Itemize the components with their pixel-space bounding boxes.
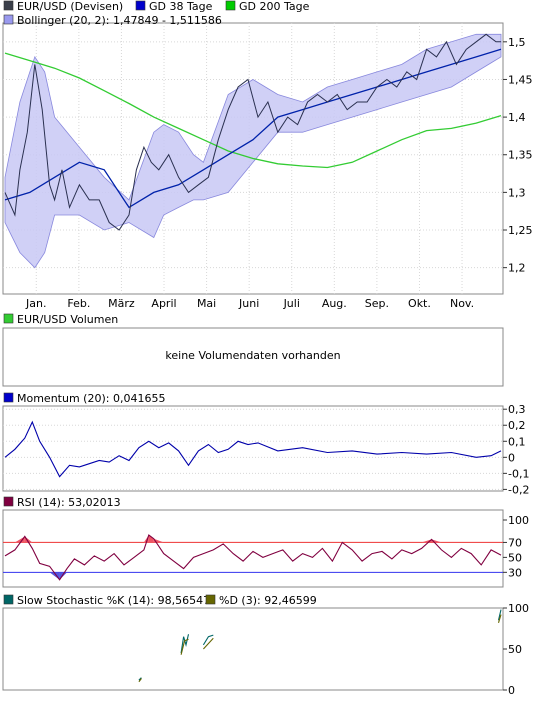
price-plot-frame xyxy=(2,22,504,295)
stochastic-legend-label-d-3-92-46599: %D (3): 92,46599 xyxy=(219,594,317,607)
series-slow-stochastic-k-14-segment-2 xyxy=(202,634,214,646)
rsi-y-tick-label-1: 70 xyxy=(508,536,522,549)
momentum-y-tick-label-5: -0,2 xyxy=(508,483,529,496)
price-x-tick-label-juni: Juni xyxy=(238,297,259,310)
volume-legend: EUR/USD Volumen xyxy=(3,313,118,326)
rsi-overbought-fill-2 xyxy=(24,536,33,543)
price-series xyxy=(4,33,502,231)
price-x-tick-label-sep: Sep. xyxy=(365,297,389,310)
series-d-3-segment-3 xyxy=(497,614,502,623)
price-x-tick-label-juli: Juli xyxy=(283,297,300,310)
series-momentum xyxy=(4,420,502,478)
price-y-tick-label-2: 1,4 xyxy=(508,111,526,124)
momentum-grid xyxy=(3,408,503,490)
stochastic-plot-frame xyxy=(2,607,504,691)
momentum-y-tick-label-3: 0 xyxy=(508,451,515,464)
stochastic-y-tick-label-0: 100 xyxy=(508,602,529,615)
series-slow-stochastic-k-14-segment-3 xyxy=(497,609,502,621)
price-bollinger-band xyxy=(4,33,502,269)
rsi-overbought-fill-16 xyxy=(148,534,154,543)
rsi-plot-frame xyxy=(2,509,504,588)
momentum-y-tick-label-2: 0,1 xyxy=(508,435,526,448)
series-slow-stochastic-k-14-segment-0 xyxy=(138,677,142,681)
volume-legend-label-eur-usd-volumen: EUR/USD Volumen xyxy=(17,313,118,326)
rsi-series xyxy=(4,534,502,581)
stochastic-y-tick-label-1: 50 xyxy=(508,643,522,656)
momentum-legend-label-momentum-20-0-041655: Momentum (20): 0,041655 xyxy=(17,392,165,405)
momentum-y-tick-label-4: -0,1 xyxy=(508,467,529,480)
price-y-tick-label-1: 1,45 xyxy=(508,73,533,86)
rsi-reference-lines xyxy=(3,541,503,573)
rsi-legend-swatch-rsi-14-53-02013 xyxy=(3,496,14,507)
momentum-y-ticks: 0,3 0,2 0,1 0 -0,1 -0,2 xyxy=(503,403,529,496)
series-d-3-segment-2 xyxy=(202,637,214,650)
price-legend-label-eur-usd-devisen: EUR/USD (Devisen) xyxy=(17,0,123,13)
price-legend-swatch-gd-38-tage xyxy=(135,0,146,11)
price-y-tick-label-3: 1,35 xyxy=(508,149,533,162)
momentum-plot-frame xyxy=(2,405,504,492)
stochastic-y-ticks: 100 50 0 xyxy=(503,602,529,697)
price-legend-label-bollinger-20-2-1-47849-1-511586: Bollinger (20, 2): 1,47849 - 1,511586 xyxy=(17,14,222,27)
momentum-series xyxy=(4,420,502,478)
price-x-tick-label-nov: Nov. xyxy=(450,297,474,310)
price-y-ticks: 1,5 1,45 1,4 1,35 1,3 1,25 1,2 xyxy=(503,36,533,275)
price-legend-swatch-bollinger-20-2-1-47849-1-511586 xyxy=(3,14,14,25)
rsi-y-tick-label-2: 50 xyxy=(508,551,522,564)
rsi-oversold-fill-5 xyxy=(49,572,60,580)
price-y-tick-label-4: 1,3 xyxy=(508,186,526,199)
stochastic-panel: 100 50 0 Slow Stochastic %K (14): 98,56547… xyxy=(2,594,529,697)
price-x-tick-label-okt: Okt. xyxy=(408,297,431,310)
price-y-tick-label-0: 1,5 xyxy=(508,36,526,49)
price-legend: EUR/USD (Devisen) GD 38 Tage GD 200 Tage Bo… xyxy=(3,0,310,27)
price-legend-swatch-gd-200-tage xyxy=(225,0,236,11)
stochastic-legend: Slow Stochastic %K (14): 98,56547 %D (3):… xyxy=(3,594,317,607)
stochastic-y-tick-label-2: 0 xyxy=(508,684,515,697)
rsi-y-tick-label-3: 30 xyxy=(508,566,522,579)
stochastic-legend-swatch-d-3-92-46599 xyxy=(205,594,216,605)
rsi-y-ticks: 100 70 50 30 xyxy=(503,514,529,579)
series-d-3-segment-0 xyxy=(138,678,142,683)
stochastic-series xyxy=(138,609,502,683)
price-x-tick-label-aug: Aug. xyxy=(322,297,347,310)
rsi-y-tick-label-0: 100 xyxy=(508,514,529,527)
price-y-tick-label-6: 1,2 xyxy=(508,262,526,275)
rsi-legend: RSI (14): 53,02013 xyxy=(3,496,121,509)
volume-plot-frame xyxy=(2,327,504,387)
series-rsi xyxy=(4,534,502,581)
series-d-3-segment-1 xyxy=(180,638,189,655)
rsi-panel: 100 70 50 30 RSI (14): 53,02013 xyxy=(2,496,529,588)
price-panel: 1,5 1,45 1,4 1,35 1,3 1,25 1,2 Jan. Feb. März Apr… xyxy=(2,0,533,310)
volume-panel: EUR/USD Volumen keine Volumendaten vorha… xyxy=(2,313,504,387)
price-legend-swatch-eur-usd-devisen xyxy=(3,0,14,11)
bollinger-band xyxy=(4,33,502,269)
momentum-y-tick-label-1: 0,2 xyxy=(508,419,526,432)
price-x-tick-label-m-rz: März xyxy=(108,297,135,310)
price-legend-label-gd-38-tage: GD 38 Tage xyxy=(149,0,213,13)
momentum-panel: 0,3 0,2 0,1 0 -0,1 -0,2 Momentum (20): 0,0416… xyxy=(2,392,529,496)
price-x-tick-label-feb: Feb. xyxy=(67,297,90,310)
rsi-overbought-fill-15 xyxy=(143,534,149,543)
series-gd-200-tage xyxy=(4,52,502,169)
stochastic-legend-label-slow-stochastic-k-14-98-56547: Slow Stochastic %K (14): 98,56547 xyxy=(17,594,210,607)
series-eur-usd-devisen xyxy=(4,33,501,231)
price-x-tick-label-mai: Mai xyxy=(197,297,216,310)
price-x-ticks: Jan. Feb. März April Mai Juni Juli Aug. Sep. Okt.… xyxy=(25,297,474,310)
volume-empty-message: keine Volumendaten vorhanden xyxy=(165,349,340,362)
stochastic-legend-swatch-slow-stochastic-k-14-98-56547 xyxy=(3,594,14,605)
price-y-tick-label-5: 1,25 xyxy=(508,224,533,237)
momentum-legend: Momentum (20): 0,041655 xyxy=(3,392,165,405)
momentum-y-tick-label-0: 0,3 xyxy=(508,403,526,416)
volume-legend-swatch-eur-usd-volumen xyxy=(3,313,14,324)
momentum-legend-swatch-momentum-20-0-041655 xyxy=(3,392,14,403)
rsi-legend-label-rsi-14-53-02013: RSI (14): 53,02013 xyxy=(17,496,121,509)
price-x-tick-label-april: April xyxy=(151,297,176,310)
rsi-fills xyxy=(14,534,442,580)
price-legend-label-gd-200-tage: GD 200 Tage xyxy=(239,0,310,13)
price-x-tick-label-jan: Jan. xyxy=(25,297,46,310)
rsi-overbought-fill-1 xyxy=(14,536,25,543)
